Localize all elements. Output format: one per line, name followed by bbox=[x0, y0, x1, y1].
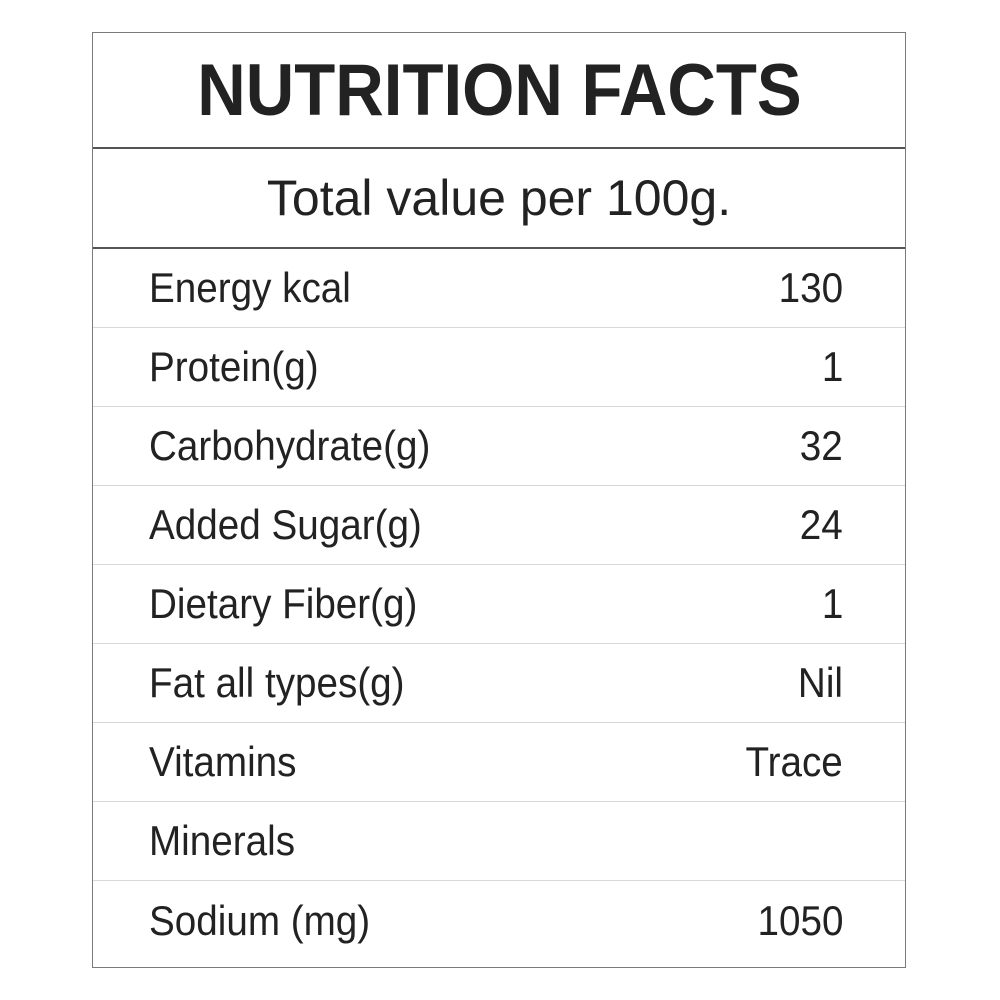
nutrient-row-protein: Protein(g) 1 bbox=[93, 328, 905, 407]
nutrient-row-fat: Fat all types(g) Nil bbox=[93, 644, 905, 723]
nutrient-row-carbohydrate: Carbohydrate(g) 32 bbox=[93, 407, 905, 486]
nutrient-name: Minerals bbox=[149, 817, 296, 864]
subtitle-row: Total value per 100g. bbox=[93, 149, 905, 249]
nutrient-row-dietary-fiber: Dietary Fiber(g) 1 bbox=[93, 565, 905, 644]
nutrition-facts-label: NUTRITION FACTS Total value per 100g. En… bbox=[92, 32, 906, 968]
nutrient-value: 1050 bbox=[757, 896, 843, 944]
nutrient-value: Trace bbox=[745, 738, 843, 785]
nutrient-name: Protein(g) bbox=[149, 343, 319, 390]
nutrient-name: Dietary Fiber(g) bbox=[149, 580, 418, 627]
nutrient-name: Added Sugar(g) bbox=[149, 501, 422, 548]
nutrient-value: 24 bbox=[800, 501, 843, 548]
nutrient-name: Carbohydrate(g) bbox=[149, 422, 431, 469]
nutrient-value: 1 bbox=[821, 580, 843, 627]
nutrient-name: Fat all types(g) bbox=[149, 659, 405, 706]
nutrient-row-energy: Energy kcal 130 bbox=[93, 249, 905, 328]
serving-basis: Total value per 100g. bbox=[266, 170, 732, 226]
nutrient-value: Nil bbox=[797, 659, 843, 706]
nutrient-value: 32 bbox=[800, 422, 843, 469]
nutrient-row-added-sugar: Added Sugar(g) 24 bbox=[93, 486, 905, 565]
nutrient-value: 1 bbox=[821, 343, 843, 390]
nutrient-name: Vitamins bbox=[149, 738, 297, 785]
nutrient-name: Sodium (mg) bbox=[149, 896, 371, 944]
nutrient-list: Energy kcal 130 Protein(g) 1 Carbohydrat… bbox=[93, 249, 905, 960]
page-title: NUTRITION FACTS bbox=[196, 49, 802, 131]
title-row: NUTRITION FACTS bbox=[93, 33, 905, 149]
nutrient-value: 130 bbox=[778, 264, 843, 311]
nutrient-row-sodium: Sodium (mg) 1050 bbox=[93, 881, 905, 960]
nutrient-name: Energy kcal bbox=[149, 264, 351, 311]
nutrient-row-vitamins: Vitamins Trace bbox=[93, 723, 905, 802]
nutrient-row-minerals: Minerals bbox=[93, 802, 905, 881]
